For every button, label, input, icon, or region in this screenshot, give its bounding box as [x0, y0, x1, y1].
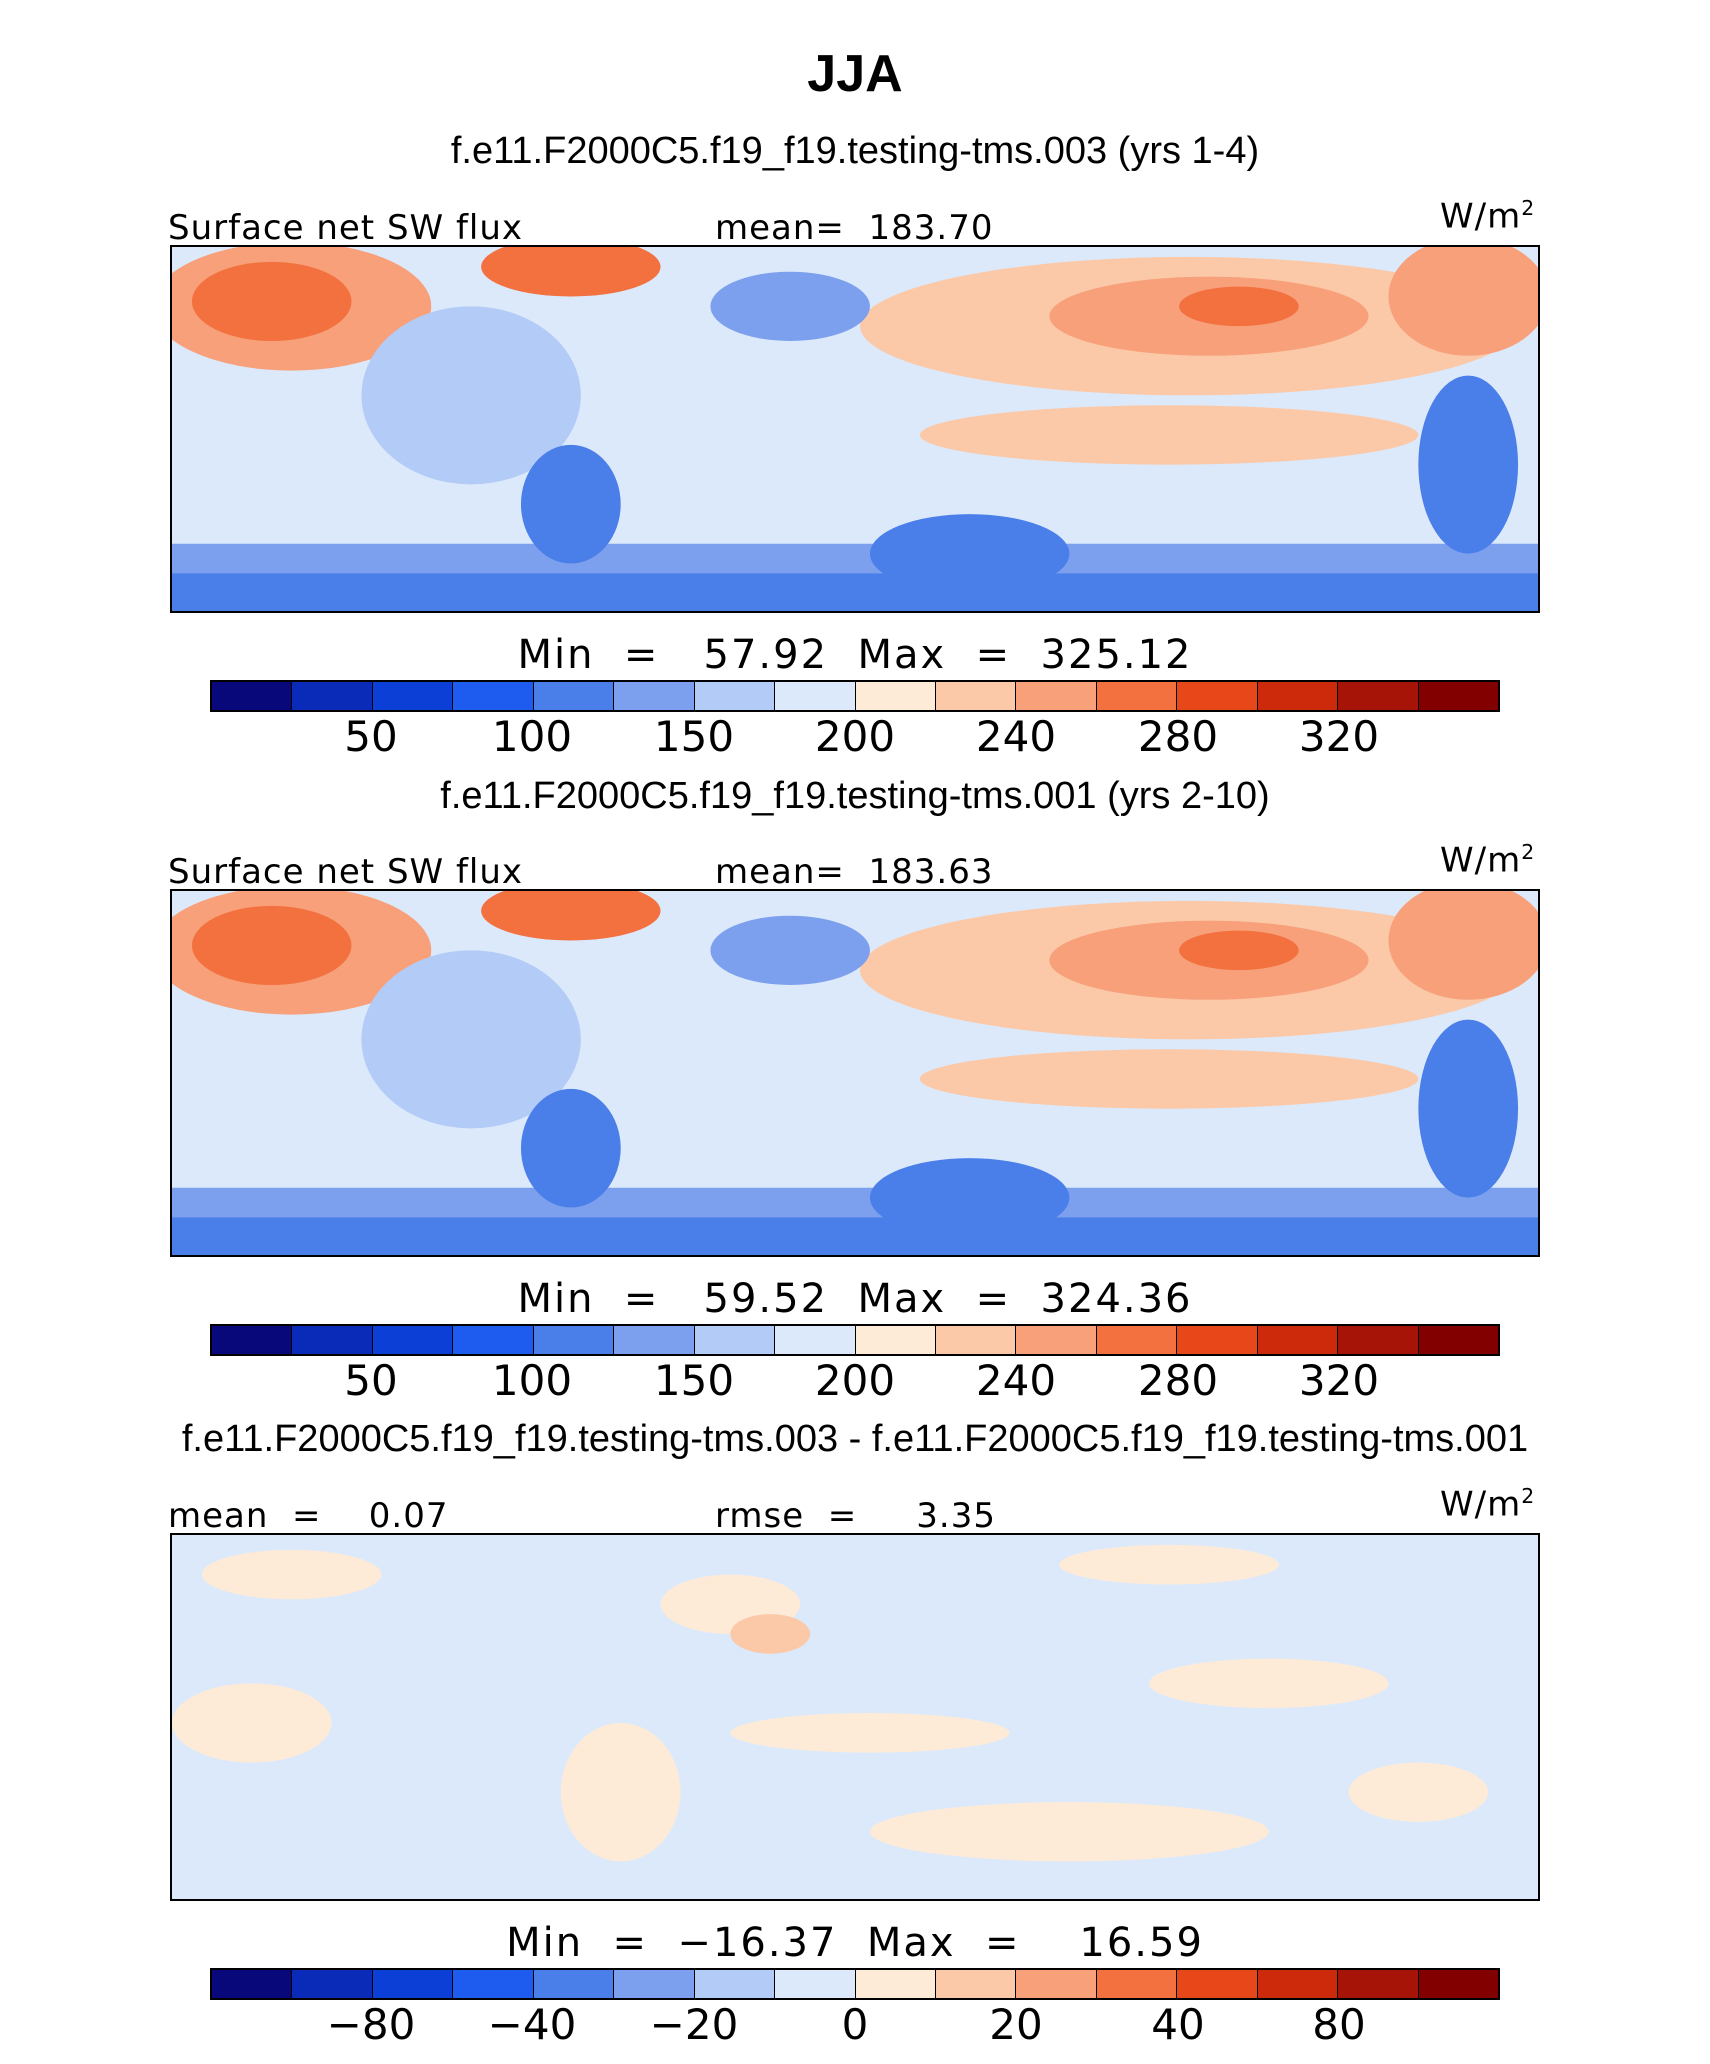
colorbar-swatch	[1418, 682, 1498, 710]
panel-3-minmax: Min = −16.37 Max = 16.59	[506, 1920, 1204, 1966]
colorbar-swatch	[533, 1970, 615, 1998]
colorbar-swatch	[453, 1326, 534, 1354]
panel-2-units: W/m2	[1440, 840, 1536, 881]
colorbar-swatch	[372, 682, 454, 710]
panel-1-colorbar-ticks: 50 100 150 200 240 280 320	[0, 712, 1710, 772]
panel-2-colorbar	[210, 1324, 1500, 1356]
panel-2-mean-label: mean= 183.63	[715, 852, 994, 892]
panel-3-tick: 80	[1312, 2000, 1366, 2049]
panel-3-tick: 0	[841, 2000, 869, 2049]
panel-1-colorbar	[210, 680, 1500, 712]
panel-3-tick: 20	[989, 2000, 1043, 2049]
panel-2-minmax: Min = 59.52 Max = 324.36	[517, 1276, 1193, 1322]
panel-3-colorbar-ticks: −80 −40 −20 0 20 40 80	[0, 2000, 1710, 2060]
panel-1-tick: 240	[975, 712, 1057, 761]
panel-3-tick: 40	[1151, 2000, 1205, 2049]
colorbar-swatch	[694, 682, 776, 710]
colorbar-swatch	[1096, 682, 1178, 710]
panel-3-mean-label: mean = 0.07	[168, 1496, 449, 1536]
panel-1-tick: 320	[1298, 712, 1380, 761]
panel-2-tick: 100	[491, 1356, 573, 1405]
panel-1-mean-label: mean= 183.70	[715, 208, 994, 248]
panel-3-colorbar	[210, 1968, 1500, 2000]
colorbar-swatch	[935, 682, 1017, 710]
panel-2-tick: 50	[344, 1356, 398, 1405]
colorbar-swatch	[1096, 1970, 1178, 1998]
panel-1-tick: 150	[653, 712, 735, 761]
colorbar-swatch	[1177, 682, 1258, 710]
panel-1-variable-label: Surface net SW flux	[168, 208, 524, 248]
panel-1-map	[170, 245, 1540, 613]
colorbar-swatch	[292, 682, 373, 710]
colorbar-swatch	[614, 1970, 695, 1998]
colorbar-swatch	[694, 1326, 776, 1354]
colorbar-swatch	[1016, 1326, 1097, 1354]
panel-2-tick: 200	[814, 1356, 896, 1405]
panel-3-case-title: f.e11.F2000C5.f19_f19.testing-tms.003 - …	[181, 1418, 1529, 1460]
panel-1-units: W/m2	[1440, 196, 1536, 237]
colorbar-swatch	[855, 1326, 936, 1354]
colorbar-swatch	[1016, 682, 1097, 710]
panel-3-units: W/m2	[1440, 1484, 1536, 1525]
colorbar-swatch	[775, 1970, 856, 1998]
colorbar-swatch	[694, 1970, 776, 1998]
panel-3-rmse-label: rmse = 3.35	[715, 1496, 996, 1536]
colorbar-swatch	[855, 682, 936, 710]
colorbar-swatch	[775, 682, 856, 710]
colorbar-swatch	[212, 1326, 293, 1354]
colorbar-swatch	[533, 1326, 615, 1354]
panel-1-tick: 100	[491, 712, 573, 761]
panel-1-minmax: Min = 57.92 Max = 325.12	[517, 632, 1193, 678]
colorbar-swatch	[1257, 1970, 1339, 1998]
panel-1-case-title: f.e11.F2000C5.f19_f19.testing-tms.003 (y…	[450, 130, 1260, 172]
colorbar-swatch	[1096, 1326, 1178, 1354]
colorbar-swatch	[1177, 1326, 1258, 1354]
panel-3-tick: −20	[649, 2000, 739, 2049]
panel-1-tick: 280	[1137, 712, 1219, 761]
panel-3-tick: −80	[326, 2000, 416, 2049]
colorbar-swatch	[614, 1326, 695, 1354]
colorbar-swatch	[212, 682, 293, 710]
colorbar-swatch	[212, 1970, 293, 1998]
colorbar-swatch	[372, 1970, 454, 1998]
colorbar-swatch	[1016, 1970, 1097, 1998]
panel-2-variable-label: Surface net SW flux	[168, 852, 524, 892]
panel-1-tick: 200	[814, 712, 896, 761]
panel-1-tick: 50	[344, 712, 398, 761]
colorbar-swatch	[292, 1970, 373, 1998]
colorbar-swatch	[1257, 1326, 1339, 1354]
colorbar-swatch	[1177, 1970, 1258, 1998]
colorbar-swatch	[453, 682, 534, 710]
panel-2-case-title: f.e11.F2000C5.f19_f19.testing-tms.001 (y…	[440, 775, 1270, 817]
colorbar-swatch	[1418, 1970, 1498, 1998]
colorbar-swatch	[1338, 1970, 1419, 1998]
panel-3-map	[170, 1533, 1540, 1901]
panel-2-tick: 240	[975, 1356, 1057, 1405]
colorbar-swatch	[935, 1326, 1017, 1354]
panel-2-tick: 280	[1137, 1356, 1219, 1405]
colorbar-swatch	[935, 1970, 1017, 1998]
panel-2-colorbar-ticks: 50 100 150 200 240 280 320	[0, 1356, 1710, 1416]
colorbar-swatch	[614, 682, 695, 710]
colorbar-swatch	[453, 1970, 534, 1998]
colorbar-swatch	[533, 682, 615, 710]
colorbar-swatch	[1338, 682, 1419, 710]
colorbar-swatch	[1257, 682, 1339, 710]
panel-2-tick: 320	[1298, 1356, 1380, 1405]
figure-title: JJA	[807, 45, 903, 103]
colorbar-swatch	[372, 1326, 454, 1354]
panel-3-tick: −40	[487, 2000, 577, 2049]
panel-2-tick: 150	[653, 1356, 735, 1405]
colorbar-swatch	[775, 1326, 856, 1354]
colorbar-swatch	[292, 1326, 373, 1354]
colorbar-swatch	[1418, 1326, 1498, 1354]
colorbar-swatch	[1338, 1326, 1419, 1354]
panel-2-map	[170, 889, 1540, 1257]
colorbar-swatch	[855, 1970, 936, 1998]
